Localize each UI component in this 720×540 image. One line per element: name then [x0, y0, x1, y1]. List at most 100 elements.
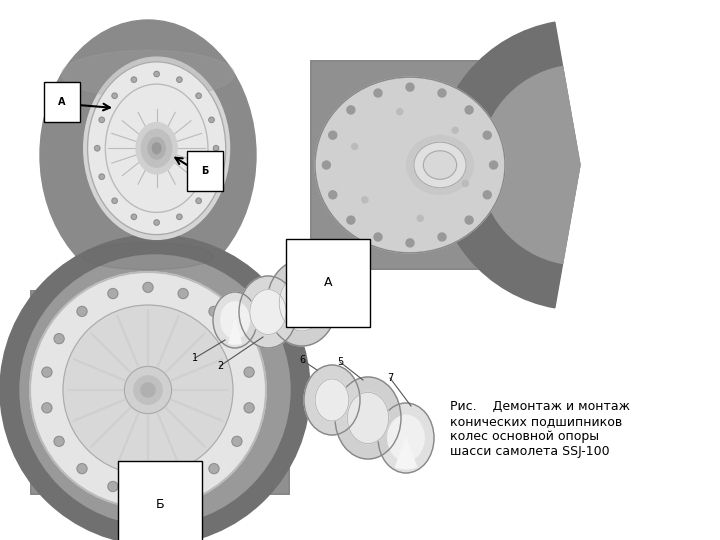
Wedge shape — [229, 320, 241, 344]
Circle shape — [244, 367, 254, 377]
Circle shape — [232, 436, 242, 447]
Ellipse shape — [62, 50, 235, 98]
Ellipse shape — [213, 292, 257, 348]
Ellipse shape — [279, 275, 325, 331]
Text: Рис.    Демонтаж и монтаж
конических подшипников
колес основной опоры
шасси само: Рис. Демонтаж и монтаж конических подшип… — [450, 400, 630, 458]
Circle shape — [134, 376, 162, 404]
Circle shape — [154, 220, 159, 225]
Ellipse shape — [414, 142, 466, 188]
Ellipse shape — [378, 403, 434, 473]
Circle shape — [143, 282, 153, 292]
Circle shape — [329, 131, 337, 139]
Circle shape — [77, 464, 87, 474]
Circle shape — [347, 216, 355, 224]
Text: А: А — [324, 276, 332, 289]
Ellipse shape — [153, 143, 161, 154]
Circle shape — [94, 146, 100, 151]
Circle shape — [483, 131, 491, 139]
Text: А: А — [58, 97, 66, 107]
Circle shape — [351, 144, 358, 150]
Circle shape — [406, 239, 414, 247]
Ellipse shape — [221, 302, 249, 338]
Circle shape — [465, 216, 473, 224]
Ellipse shape — [304, 365, 360, 435]
Ellipse shape — [84, 57, 230, 239]
Circle shape — [406, 83, 414, 91]
Text: 6: 6 — [299, 355, 305, 365]
Circle shape — [374, 233, 382, 241]
Circle shape — [77, 306, 87, 316]
Ellipse shape — [250, 289, 286, 334]
Circle shape — [112, 198, 117, 204]
Circle shape — [347, 106, 355, 114]
Ellipse shape — [136, 123, 177, 174]
Ellipse shape — [88, 62, 226, 235]
Ellipse shape — [347, 393, 389, 444]
Circle shape — [176, 214, 182, 220]
Circle shape — [108, 482, 118, 491]
Circle shape — [178, 482, 188, 491]
Text: 7: 7 — [387, 373, 393, 383]
Bar — [312, 62, 558, 268]
Circle shape — [374, 89, 382, 97]
Circle shape — [143, 488, 153, 498]
Circle shape — [452, 127, 458, 133]
Circle shape — [209, 464, 219, 474]
Circle shape — [178, 288, 188, 299]
Circle shape — [323, 161, 330, 169]
Ellipse shape — [267, 260, 337, 346]
Circle shape — [131, 214, 137, 220]
Ellipse shape — [315, 379, 348, 421]
Ellipse shape — [40, 20, 256, 290]
Ellipse shape — [0, 235, 310, 540]
Ellipse shape — [315, 77, 505, 253]
Circle shape — [63, 305, 233, 475]
Circle shape — [213, 146, 219, 151]
Circle shape — [42, 403, 52, 413]
Circle shape — [125, 367, 171, 414]
Circle shape — [209, 306, 219, 316]
Circle shape — [483, 191, 491, 199]
Ellipse shape — [142, 130, 172, 167]
Text: 5: 5 — [337, 357, 343, 367]
Circle shape — [232, 334, 242, 343]
Circle shape — [397, 109, 402, 114]
Ellipse shape — [335, 377, 401, 459]
Ellipse shape — [84, 243, 213, 270]
Text: Б: Б — [202, 166, 209, 176]
Circle shape — [244, 403, 254, 413]
Circle shape — [465, 106, 473, 114]
Circle shape — [99, 117, 104, 123]
Text: Б: Б — [156, 498, 164, 511]
Text: 3: 3 — [307, 257, 313, 267]
Circle shape — [42, 367, 52, 377]
Ellipse shape — [20, 255, 290, 525]
Circle shape — [30, 272, 266, 508]
Circle shape — [54, 334, 64, 343]
Circle shape — [54, 436, 64, 447]
Circle shape — [196, 93, 202, 98]
Circle shape — [209, 117, 215, 123]
Ellipse shape — [407, 136, 473, 194]
Circle shape — [141, 383, 155, 397]
Circle shape — [154, 71, 159, 77]
Circle shape — [209, 174, 215, 179]
Wedge shape — [435, 22, 580, 308]
Circle shape — [329, 191, 337, 199]
Wedge shape — [480, 66, 580, 264]
Wedge shape — [395, 438, 417, 469]
Circle shape — [438, 89, 446, 97]
Circle shape — [99, 174, 104, 179]
Circle shape — [108, 288, 118, 299]
Bar — [30, 290, 290, 495]
Ellipse shape — [388, 415, 424, 461]
Text: 1: 1 — [192, 353, 198, 363]
Circle shape — [131, 77, 137, 83]
Circle shape — [176, 77, 182, 83]
Bar — [32, 292, 288, 493]
Circle shape — [112, 93, 117, 98]
Ellipse shape — [423, 151, 456, 179]
Text: 2: 2 — [217, 361, 223, 371]
Circle shape — [196, 198, 202, 204]
Circle shape — [462, 180, 468, 186]
